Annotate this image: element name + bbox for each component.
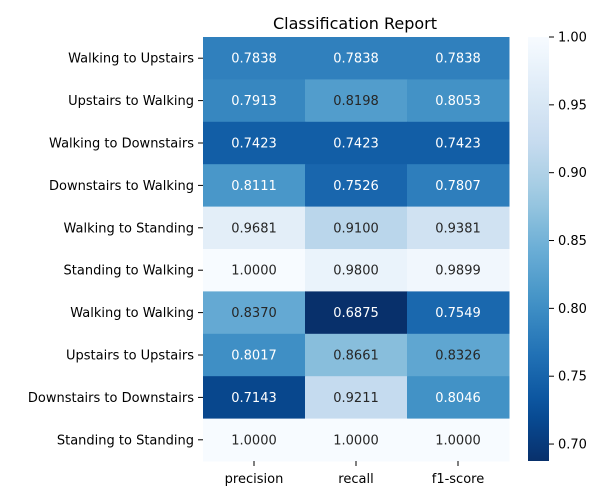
column-label: recall (338, 472, 373, 487)
heatmap-cell (407, 376, 510, 420)
heatmap-cell (305, 418, 408, 462)
colorbar-tick-label: 0.75 (558, 370, 587, 385)
cell-value-label: 0.9800 (333, 264, 379, 279)
colorbar-tick-label: 0.80 (558, 302, 587, 317)
heatmap-cell (407, 164, 510, 208)
heatmap-cell (305, 376, 408, 420)
cell-value-label: 0.7143 (231, 391, 277, 406)
cell-value-label: 0.8370 (231, 306, 277, 321)
colorbar-tick-label: 0.90 (558, 166, 587, 181)
heatmap-cell (203, 121, 306, 165)
chart-title: Classification Report (273, 14, 437, 33)
cell-value-label: 0.7423 (231, 137, 277, 152)
column-label: f1-score (432, 472, 484, 487)
heatmap-cell (407, 333, 510, 377)
cell-value-label: 0.6875 (333, 306, 379, 321)
column-label: precision (225, 472, 284, 487)
heatmap-cell (305, 79, 408, 123)
heatmap-cell (203, 249, 306, 292)
cell-value-label: 1.0000 (231, 433, 277, 448)
heatmap-cell (407, 206, 510, 250)
cell-value-label: 1.0000 (333, 433, 379, 448)
cell-value-label: 0.9100 (333, 221, 379, 236)
heatmap-cell (407, 121, 510, 165)
row-label: Upstairs to Walking (68, 94, 194, 109)
cell-value-label: 0.8017 (231, 349, 277, 364)
row-label: Walking to Standing (64, 221, 194, 236)
cell-value-label: 0.8661 (333, 349, 379, 364)
row-label: Walking to Downstairs (49, 137, 194, 152)
cell-value-label: 0.7838 (435, 52, 481, 67)
colorbar-gradient (528, 37, 549, 461)
cell-value-label: 0.7838 (231, 52, 277, 67)
heatmap-cell (203, 37, 306, 80)
heatmap-cell (203, 418, 306, 462)
row-label: Upstairs to Upstairs (66, 349, 194, 364)
row-label: Standing to Standing (57, 433, 194, 448)
cell-value-label: 0.8053 (435, 94, 481, 109)
cell-value-label: 0.7838 (333, 52, 379, 67)
heatmap-cell (203, 333, 306, 377)
row-label: Standing to Walking (64, 264, 194, 279)
colorbar: 0.70 0.75 0.80 0.85 0.90 0.95 1.00 (528, 31, 587, 461)
row-label: Downstairs to Downstairs (28, 391, 194, 406)
cell-value-label: 0.9211 (333, 391, 379, 406)
heatmap-cell (407, 79, 510, 123)
cell-value-label: 0.7423 (333, 137, 379, 152)
heatmap-cell (305, 121, 408, 165)
heatmap-cell (203, 291, 306, 335)
cell-value-label: 0.9381 (435, 221, 481, 236)
heatmap-cell (407, 418, 510, 462)
row-label: Walking to Walking (70, 306, 194, 321)
row-label: Downstairs to Walking (49, 179, 194, 194)
heatmap-cell (203, 376, 306, 420)
heatmap-cell (407, 37, 510, 80)
colorbar-tick-label: 0.70 (558, 438, 587, 453)
cell-value-label: 0.8046 (435, 391, 481, 406)
colorbar-tick-label: 0.85 (558, 234, 587, 249)
row-labels: Walking to Upstairs Upstairs to Walking Wa… (28, 52, 203, 448)
colorbar-tick-label: 1.00 (558, 31, 587, 46)
cell-value-label: 1.0000 (231, 264, 277, 279)
heatmap-cell (305, 206, 408, 250)
cell-value-label: 0.8326 (435, 349, 481, 364)
heatmap-cells: 0.7838 0.7838 0.7838 0.7913 0.8198 0.8053 0.74… (203, 37, 510, 462)
cell-value-label: 0.8111 (231, 179, 277, 194)
cell-value-label: 0.9899 (435, 264, 481, 279)
column-labels: precision recall f1-score (225, 461, 484, 487)
cell-value-label: 0.9681 (231, 221, 277, 236)
cell-value-label: 0.8198 (333, 94, 379, 109)
heatmap-cell (305, 164, 408, 208)
heatmap-cell (305, 333, 408, 377)
heatmap-cell (407, 249, 510, 292)
cell-value-label: 0.7549 (435, 306, 481, 321)
cell-value-label: 0.7807 (435, 179, 481, 194)
heatmap-cell (305, 37, 408, 80)
cell-value-label: 0.7423 (435, 137, 481, 152)
heatmap-cell (407, 291, 510, 335)
cell-value-label: 0.7913 (231, 94, 277, 109)
heatmap-cell (203, 206, 306, 250)
heatmap-cell (203, 79, 306, 123)
heatmap-cell (203, 164, 306, 208)
row-label: Walking to Upstairs (68, 52, 194, 67)
colorbar-tick-label: 0.95 (558, 98, 587, 113)
heatmap-cell (305, 291, 408, 335)
cell-value-label: 0.7526 (333, 179, 379, 194)
heatmap-cell (305, 249, 408, 292)
cell-value-label: 1.0000 (435, 433, 481, 448)
